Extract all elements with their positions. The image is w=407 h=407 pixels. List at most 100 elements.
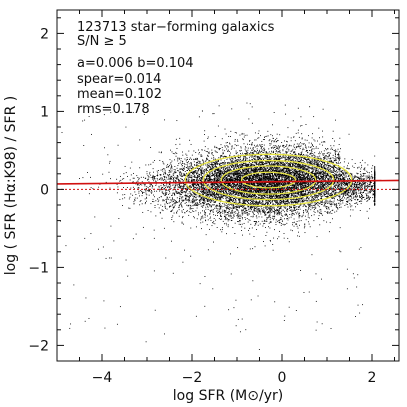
scatter-point bbox=[309, 226, 311, 228]
scatter-point bbox=[212, 174, 214, 176]
scatter-point bbox=[344, 158, 346, 160]
scatter-point bbox=[182, 169, 184, 171]
scatter-point bbox=[227, 168, 229, 170]
scatter-point bbox=[266, 178, 268, 180]
scatter-point bbox=[343, 184, 344, 186]
scatter-point bbox=[361, 196, 363, 197]
scatter-point bbox=[305, 124, 307, 125]
scatter-point bbox=[230, 215, 232, 217]
scatter-point bbox=[219, 170, 221, 171]
scatter-point bbox=[293, 208, 295, 210]
scatter-point bbox=[324, 157, 326, 159]
scatter-point bbox=[302, 174, 304, 176]
scatter-point bbox=[368, 199, 370, 200]
scatter-point bbox=[205, 175, 207, 177]
scatter-point bbox=[171, 194, 172, 196]
scatter-point bbox=[333, 200, 335, 202]
scatter-point bbox=[248, 179, 250, 181]
scatter-point bbox=[132, 194, 134, 196]
scatter-point bbox=[338, 163, 340, 164]
scatter-point bbox=[196, 158, 198, 160]
scatter-point bbox=[340, 199, 342, 201]
scatter-point bbox=[290, 162, 292, 164]
scatter-point bbox=[313, 157, 315, 159]
scatter-point bbox=[164, 205, 166, 207]
scatter-point bbox=[267, 184, 269, 185]
scatter-point bbox=[247, 149, 249, 151]
scatter-point bbox=[234, 164, 236, 166]
scatter-point bbox=[272, 203, 274, 205]
scatter-point bbox=[333, 185, 335, 187]
scatter-point bbox=[335, 177, 337, 179]
scatter-point bbox=[189, 208, 191, 210]
scatter-point bbox=[329, 169, 331, 171]
scatter-point bbox=[315, 273, 317, 275]
scatter-point bbox=[325, 171, 327, 173]
scatter-point bbox=[182, 216, 184, 218]
scatter-point bbox=[333, 169, 335, 170]
scatter-point bbox=[203, 170, 205, 172]
scatter-point bbox=[250, 195, 252, 196]
scatter-point bbox=[209, 178, 211, 180]
scatter-point bbox=[313, 116, 315, 118]
scatter-point bbox=[312, 155, 314, 157]
scatter-point bbox=[195, 151, 197, 153]
scatter-point bbox=[240, 146, 242, 148]
scatter-point bbox=[333, 181, 335, 183]
scatter-point bbox=[350, 195, 352, 197]
scatter-point bbox=[224, 175, 226, 176]
scatter-point bbox=[364, 199, 366, 200]
scatter-point bbox=[211, 191, 213, 193]
scatter-point bbox=[148, 189, 150, 191]
scatter-point bbox=[266, 197, 268, 198]
scatter-point bbox=[200, 203, 202, 205]
scatter-point bbox=[264, 204, 266, 206]
scatter-point bbox=[308, 178, 310, 180]
scatter-point bbox=[350, 209, 352, 211]
scatter-point bbox=[252, 215, 254, 217]
scatter-point bbox=[215, 193, 217, 195]
scatter-point bbox=[305, 176, 307, 178]
scatter-point bbox=[173, 187, 175, 189]
scatter-point bbox=[256, 203, 258, 205]
scatter-point bbox=[170, 166, 172, 168]
scatter-point bbox=[302, 199, 304, 201]
scatter-point bbox=[148, 190, 150, 192]
scatter-point bbox=[260, 147, 262, 149]
scatter-point bbox=[272, 175, 274, 177]
scatter-point bbox=[326, 196, 328, 198]
scatter-point bbox=[364, 173, 366, 175]
scatter-point bbox=[287, 127, 289, 129]
scatter-point bbox=[216, 183, 217, 184]
scatter-point bbox=[220, 167, 222, 169]
scatter-point bbox=[160, 169, 162, 171]
scatter-point bbox=[226, 162, 228, 163]
scatter-point bbox=[329, 212, 331, 214]
scatter-point bbox=[196, 177, 198, 179]
scatter-point bbox=[295, 183, 297, 185]
scatter-point bbox=[202, 198, 204, 199]
scatter-point bbox=[225, 180, 226, 182]
scatter-point bbox=[299, 176, 301, 178]
scatter-point bbox=[326, 173, 328, 175]
scatter-point bbox=[307, 208, 309, 210]
scatter-point bbox=[275, 176, 277, 178]
scatter-point bbox=[323, 153, 325, 155]
scatter-point bbox=[292, 224, 293, 226]
scatter-point bbox=[247, 202, 249, 204]
scatter-point bbox=[273, 176, 275, 178]
scatter-point bbox=[256, 178, 258, 180]
scatter-point bbox=[348, 190, 350, 192]
scatter-point bbox=[171, 166, 173, 168]
scatter-point bbox=[325, 165, 327, 167]
scatter-point bbox=[234, 140, 236, 142]
scatter-point bbox=[320, 201, 322, 203]
scatter-point bbox=[337, 171, 338, 173]
scatter-point bbox=[290, 209, 292, 211]
scatter-point bbox=[211, 163, 213, 165]
scatter-point bbox=[279, 180, 280, 182]
scatter-point bbox=[351, 185, 353, 187]
scatter-point bbox=[255, 191, 257, 193]
scatter-point bbox=[181, 186, 183, 188]
scatter-point bbox=[118, 218, 120, 219]
